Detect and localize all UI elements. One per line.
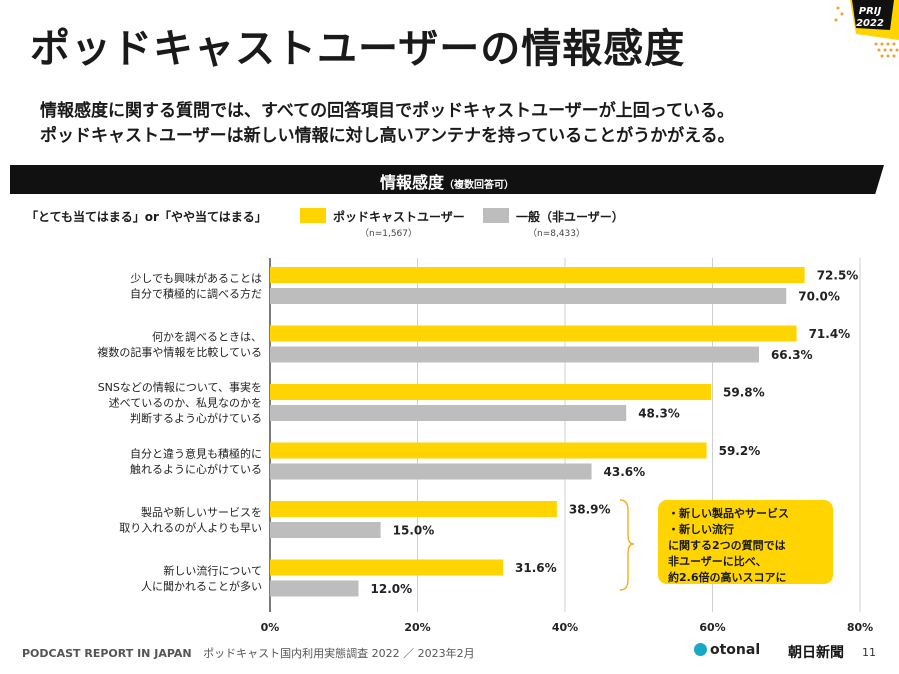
bar [270,580,359,597]
banner-title: 情報感度 [379,173,444,192]
data-label: 43.6% [604,465,646,479]
bar [270,463,592,480]
x-tick-label: 60% [699,621,725,634]
category-label: 取り入れるのが人よりも早い [119,520,262,534]
data-label: 12.0% [371,582,413,596]
bar [270,325,797,342]
data-label: 71.4% [809,327,851,341]
category-label: 何かを調べるときは、 [152,329,262,343]
bar [270,501,557,517]
prij-badge [834,0,899,58]
bar [270,559,504,576]
x-tick-label: 80% [847,621,873,634]
category-label: 触れるように心がけている [130,462,262,476]
category-label: SNSなどの情報について、事実を [98,380,262,394]
otonal-logo-icon [694,643,707,656]
callout-line-4: 非ユーザーに比べ、 [668,555,767,568]
badge-line1: PRIJ [858,6,882,17]
page-title: ポッドキャストユーザーの情報感度 [30,26,686,72]
data-label: 15.0% [393,524,435,538]
legend-label-podcast: ポッドキャストユーザー [333,210,465,224]
category-label: 自分と違う意見も積極的に [130,446,262,460]
badge-line2: 2022 [856,18,884,29]
legend-swatch-podcast [300,208,326,223]
data-label: 48.3% [638,407,680,421]
banner-text: 情報感度（複数回答可） [10,169,884,193]
data-label: 72.5% [817,269,859,283]
category-label: 新しい流行について [163,563,262,577]
legend-n-general: （n=8,433） [528,229,586,239]
category-label: 少しでも興味があることは [130,271,262,285]
category-label: 人に聞かれることが多い [141,579,262,593]
subtitle-line-2: ポッドキャストユーザーは新しい情報に対し高いアンテナを持っていることがうかがえる… [40,126,735,146]
footer-survey: ポッドキャスト国内利用実態調査 2022 ／ 2023年2月 [203,647,475,660]
data-label: 70.0% [798,290,840,304]
legend-label-general: 一般（非ユーザー） [516,210,624,224]
chart-banner: 情報感度（複数回答可） [10,165,884,194]
badge-text: PRIJ 2022 [850,6,890,30]
category-label: 判断するよう心がけている [130,411,262,425]
bar [270,346,759,363]
legend-condition: 「とても当てはまる」or「やや当てはまる」 [26,210,267,224]
bar [270,288,787,304]
bar [270,442,707,459]
data-label: 31.6% [515,561,557,575]
otonal-logo: otonal [694,642,760,658]
bar [270,384,712,400]
bar [270,405,627,421]
legend-n-podcast: （n=1,567） [360,229,418,239]
asahi-logo: 朝日新聞 [788,645,844,661]
callout-bracket [619,499,635,591]
bar [270,522,381,538]
x-tick-label: 0% [261,621,280,634]
callout-box: ・新しい製品やサービス ・新しい流行 に関する2つの質問では 非ユーザーに比べ、… [658,500,833,584]
data-label: 59.2% [719,444,761,458]
x-tick-label: 40% [552,621,578,634]
data-label: 66.3% [771,348,813,362]
callout-line-2: ・新しい流行 [668,523,734,536]
legend-swatch-general [483,208,509,223]
page-number: 11 [862,646,876,659]
data-label: 38.9% [569,503,611,517]
category-label: 製品や新しいサービスを [141,505,262,519]
subtitle-line-1: 情報感度に関する質問では、すべての回答項目でポッドキャストユーザーが上回っている… [40,101,734,121]
footer-report: PODCAST REPORT IN JAPAN [22,647,192,660]
category-label: 複数の記事や情報を比較している [97,345,262,359]
callout-line-3: に関する2つの質問では [668,539,786,552]
category-label: 述べているのか、私見なのかを [109,397,262,410]
footer-text: PODCAST REPORT IN JAPAN ポッドキャスト国内利用実態調査 … [22,645,475,661]
data-label: 59.8% [723,386,765,400]
callout-line-5: 約2.6倍の高いスコアに [668,571,787,584]
otonal-logo-text: otonal [710,642,761,658]
bar [270,267,805,283]
callout-line-1: ・新しい製品やサービス [668,507,789,520]
category-label: 自分で積極的に調べる方だ [130,286,262,300]
x-tick-label: 20% [404,621,430,634]
banner-note: （複数回答可） [444,180,514,191]
